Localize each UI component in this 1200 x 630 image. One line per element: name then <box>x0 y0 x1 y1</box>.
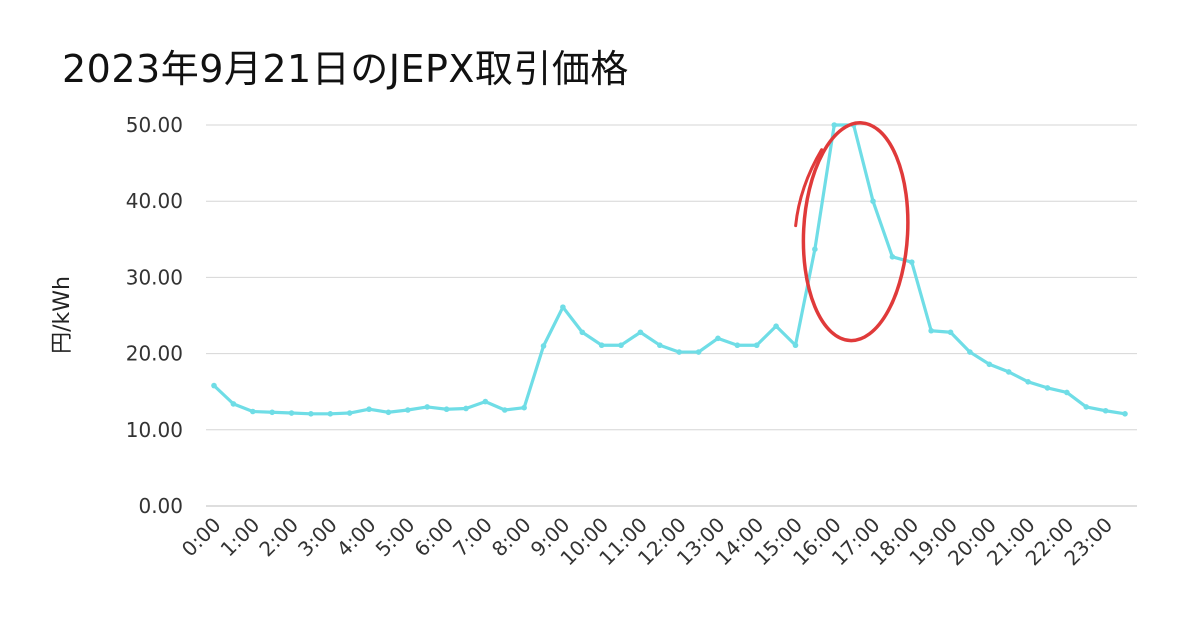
data-point <box>211 382 217 389</box>
y-tick-labels: 0.00 10.00 20.00 30.00 40.00 50.00 <box>126 113 183 518</box>
data-point <box>327 410 334 417</box>
data-point <box>540 343 547 349</box>
chart-title: 2023年9月21日のJEPX取引価格 <box>62 47 629 91</box>
data-point <box>288 410 295 416</box>
data-point <box>560 304 566 310</box>
data-point <box>1005 369 1012 375</box>
annotation-layer <box>794 121 910 343</box>
data-point <box>424 404 431 410</box>
data-point <box>908 259 915 265</box>
data-point <box>346 410 353 416</box>
y-tick-label: 0.00 <box>138 494 183 518</box>
data-point <box>385 409 392 416</box>
x-tick-label: 7:00 <box>448 513 497 562</box>
data-point <box>463 405 469 412</box>
data-point <box>695 349 702 355</box>
data-point <box>230 401 237 407</box>
data-point <box>889 254 896 260</box>
data-point <box>870 198 876 204</box>
data-point <box>1025 378 1031 385</box>
y-tick-label: 20.00 <box>126 342 183 366</box>
y-tick-label: 10.00 <box>126 418 183 442</box>
data-point <box>501 407 508 413</box>
data-point <box>928 327 934 334</box>
x-tick-label: 3:00 <box>293 513 342 562</box>
data-point <box>521 404 527 411</box>
x-tick-label: 5:00 <box>371 513 420 562</box>
data-point <box>792 342 799 349</box>
data-point <box>1064 389 1070 396</box>
data-point <box>366 406 372 413</box>
x-tick-labels: 0:001:002:003:004:005:006:007:008:009:00… <box>177 513 1117 571</box>
data-point <box>1122 410 1128 417</box>
data-point <box>308 410 314 417</box>
data-point <box>676 349 682 355</box>
data-point <box>831 122 838 128</box>
x-tick-label: 8:00 <box>487 513 536 562</box>
data-point <box>753 342 760 349</box>
y-tick-label: 30.00 <box>126 265 183 289</box>
y-tick-label: 40.00 <box>126 189 183 213</box>
data-point <box>249 408 256 415</box>
data-point <box>405 407 411 413</box>
x-tick-label: 6:00 <box>409 513 458 562</box>
data-point <box>1102 407 1109 414</box>
data-point <box>657 342 663 349</box>
data-point <box>579 329 586 336</box>
data-point <box>715 335 721 342</box>
x-tick-label: 4:00 <box>332 513 381 562</box>
x-tick-label: 1:00 <box>216 513 265 562</box>
data-point <box>812 246 818 253</box>
data-point <box>269 409 275 416</box>
data-point <box>482 398 489 405</box>
data-point <box>773 323 779 329</box>
series-layer <box>211 122 1128 417</box>
highlight-ellipse <box>801 121 910 343</box>
series-line <box>212 123 1126 416</box>
data-point <box>1083 404 1090 410</box>
grid-lines <box>206 124 1137 507</box>
data-point <box>637 329 644 336</box>
data-point <box>1044 385 1051 391</box>
data-point <box>598 342 605 349</box>
data-point <box>734 342 741 349</box>
data-point <box>967 349 973 355</box>
x-tick-label: 0:00 <box>177 513 226 562</box>
data-point <box>947 329 954 336</box>
data-point <box>986 361 993 368</box>
data-point <box>443 406 450 413</box>
data-point <box>618 342 624 349</box>
highlight-stroke <box>794 148 824 228</box>
x-tick-label: 2:00 <box>254 513 303 562</box>
y-tick-label: 50.00 <box>126 113 183 137</box>
